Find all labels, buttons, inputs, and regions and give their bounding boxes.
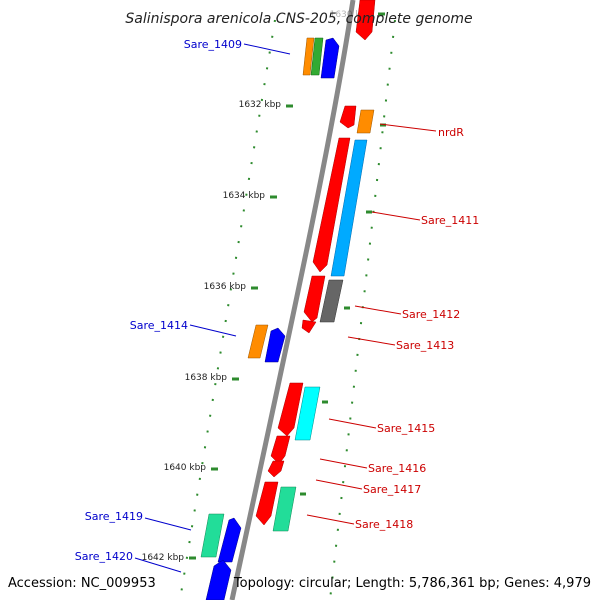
tick-label: 1636 kbp [204, 282, 247, 292]
gene-arrow-orange [247, 324, 269, 359]
leader-line [379, 123, 437, 132]
accession-text: Accession: NC_009953 [8, 576, 156, 591]
gene-label: Sare_1420 [75, 550, 133, 563]
gene-arrow-red [355, 0, 376, 41]
gene-arrow-skyblue [330, 139, 368, 277]
gene-arrow-cyan [294, 386, 321, 441]
topology-text: Topology: circular; Length: 5,786,361 bp… [233, 576, 591, 591]
gene-label: Sare_1419 [85, 510, 143, 523]
map-title: Salinispora arenicola CNS-205, complete … [125, 11, 472, 27]
leader-line [354, 305, 402, 315]
gene-arrow-red [312, 137, 351, 273]
tick-labels: 1630 kbp 1632 kbp 1634 kbp 1636 kbp 1638… [142, 10, 373, 563]
gene-label: Sare_1417 [363, 483, 421, 496]
leader-line [319, 458, 368, 469]
gene-arrow-seagreen [272, 486, 297, 532]
leader-line [144, 517, 192, 531]
gene-arrow-blue [205, 559, 232, 600]
gene-label: Sare_1414 [130, 319, 188, 332]
gene-features [200, 0, 376, 600]
leader-line [328, 418, 377, 429]
gene-arrow-red [277, 382, 304, 437]
tick-label: 1638 kbp [185, 373, 228, 383]
gene-arrow-green [310, 37, 324, 76]
gene-label: Sare_1418 [355, 518, 413, 531]
gene-arrow-red [270, 435, 291, 465]
tick-marks [189, 12, 386, 560]
gene-arrow-red [255, 481, 279, 526]
tick-label: 1634 kbp [223, 191, 266, 201]
dotted-guides [179, 19, 396, 600]
gene-label: Sare_1412 [402, 308, 460, 321]
gene-label: Sare_1416 [368, 462, 426, 475]
gene-labels: Sare_1409 nrdR Sare_1411 Sare_1412 Sare_… [75, 38, 480, 563]
label-leaders [134, 43, 437, 573]
outer-dotted-guide [329, 19, 396, 600]
leader-line [371, 211, 421, 221]
gene-arrow-blue [264, 327, 286, 363]
leader-line [306, 514, 355, 525]
gene-arrow-orange [302, 37, 315, 76]
gene-arrow-seagreen [200, 513, 225, 558]
tick-label: 1640 kbp [164, 463, 207, 473]
leader-line [189, 324, 237, 337]
gene-arrow-red [339, 105, 357, 129]
gene-arrow-blue [320, 37, 340, 79]
tick-label: 1630 kbp [330, 10, 373, 20]
inner-dotted-guide [179, 19, 276, 600]
leader-line [315, 479, 363, 490]
gene-arrow-red [267, 460, 285, 478]
leader-line [243, 43, 291, 55]
gene-arrow-blue [217, 517, 242, 563]
gene-label: Sare_1413 [396, 339, 454, 352]
tick-label: 1632 kbp [239, 100, 282, 110]
leader-line [134, 557, 182, 573]
gene-arrow-orange [356, 109, 375, 134]
genome-backbone [229, 0, 356, 600]
gene-arrow-red [301, 319, 317, 334]
gene-label: Sare_1415 [377, 422, 435, 435]
gene-arrow-red [303, 275, 326, 323]
gene-label: Sare_1411 [421, 214, 479, 227]
tick-label: 1642 kbp [142, 553, 185, 563]
gene-arrow-gray [319, 279, 344, 323]
gene-label: Sare_1409 [184, 38, 242, 51]
gene-label: nrdR [438, 126, 464, 139]
leader-line [347, 336, 396, 346]
